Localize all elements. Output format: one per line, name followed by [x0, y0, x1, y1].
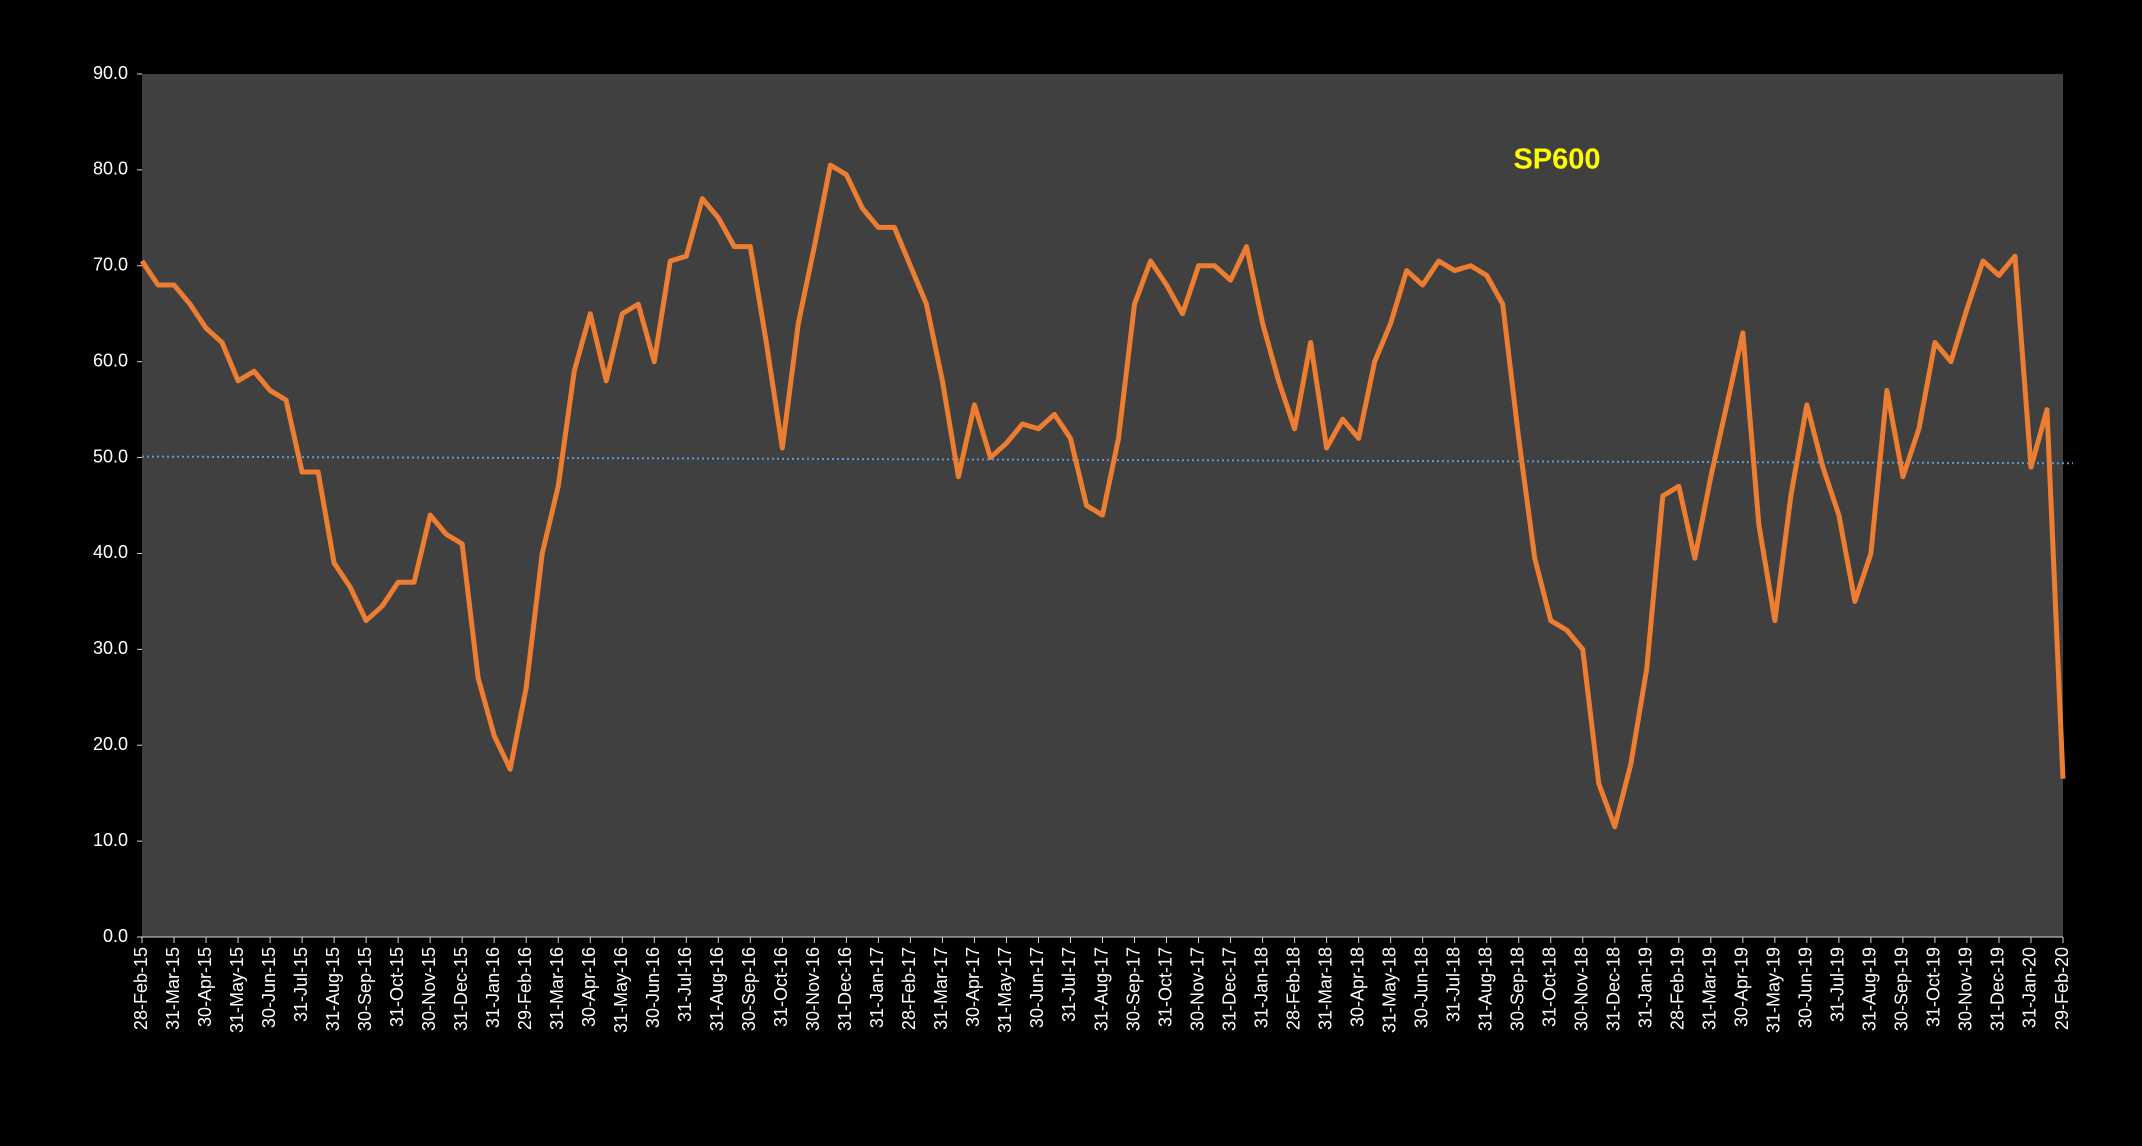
- x-tick-label: 30-Nov-19: [1956, 947, 1976, 1031]
- x-tick-label: 31-Oct-18: [1539, 947, 1559, 1027]
- x-tick-label: 31-Jul-18: [1443, 947, 1463, 1022]
- x-tick-label: 31-Jan-16: [483, 947, 503, 1028]
- x-tick-label: 30-Nov-17: [1187, 947, 1207, 1031]
- x-tick-label: 30-Sep-16: [739, 947, 759, 1031]
- x-tick-label: 30-Apr-18: [1347, 947, 1367, 1027]
- x-tick-label: 31-Mar-16: [547, 947, 567, 1030]
- x-tick-label: 31-May-16: [611, 947, 631, 1033]
- x-tick-label: 31-Jul-15: [291, 947, 311, 1022]
- x-tick-label: 30-Apr-16: [579, 947, 599, 1027]
- data-line: [139, 162, 2066, 830]
- x-tick-label: 31-May-18: [1379, 947, 1399, 1033]
- x-tick-label: 31-May-15: [227, 947, 247, 1033]
- y-tick-label: 30.0: [93, 638, 128, 658]
- x-tick-label: 28-Feb-19: [1668, 947, 1688, 1030]
- x-tick-label: 31-Dec-15: [451, 947, 471, 1031]
- x-tick-label: 31-Dec-17: [1219, 947, 1239, 1031]
- x-tick-label: 30-Jun-16: [643, 947, 663, 1028]
- x-tick-label: 31-Aug-16: [707, 947, 727, 1031]
- x-tick-label: 31-Mar-18: [1315, 947, 1335, 1030]
- x-tick-label: 31-Mar-15: [163, 947, 183, 1030]
- x-tick-label: 31-Aug-19: [1860, 947, 1880, 1031]
- x-tick-label: 31-Aug-18: [1475, 947, 1495, 1031]
- x-tick-label: 31-May-19: [1764, 947, 1784, 1033]
- x-tick-label: 31-Jul-16: [675, 947, 695, 1022]
- x-tick-label: 30-Sep-19: [1892, 947, 1912, 1031]
- x-tick-label: 30-Nov-15: [419, 947, 439, 1031]
- x-tick-label: 31-Mar-17: [931, 947, 951, 1030]
- x-tick-label: 30-Apr-19: [1732, 947, 1752, 1027]
- x-tick-label: 30-Jun-15: [259, 947, 279, 1028]
- y-tick-label: 60.0: [93, 350, 128, 370]
- x-tick-label: 30-Sep-18: [1507, 947, 1527, 1031]
- x-tick-label: 31-Dec-19: [1988, 947, 2008, 1031]
- x-tick-label: 31-May-17: [995, 947, 1015, 1033]
- x-tick-label: 31-Mar-19: [1700, 947, 1720, 1030]
- y-tick-label: 20.0: [93, 734, 128, 754]
- x-tick-label: 30-Apr-15: [195, 947, 215, 1027]
- x-tick-label: 30-Sep-17: [1123, 947, 1143, 1031]
- x-tick-label: 28-Feb-17: [899, 947, 919, 1030]
- x-tick-label: 31-Jan-18: [1251, 947, 1271, 1028]
- y-tick-label: 0.0: [103, 926, 128, 946]
- x-tick-label: 30-Sep-15: [355, 947, 375, 1031]
- y-tick-label: 70.0: [93, 255, 128, 275]
- y-tick-label: 80.0: [93, 159, 128, 179]
- x-tick-label: 31-Oct-17: [1155, 947, 1175, 1027]
- y-tick-label: 10.0: [93, 830, 128, 850]
- y-tick-label: 50.0: [93, 446, 128, 466]
- x-tick-label: 31-Dec-18: [1604, 947, 1624, 1031]
- x-tick-label: 31-Oct-16: [771, 947, 791, 1027]
- x-tick-label: 29-Feb-16: [515, 947, 535, 1030]
- x-tick-label: 30-Nov-18: [1572, 947, 1592, 1031]
- chart-title: SP600: [1513, 144, 1600, 176]
- y-tick-label: 40.0: [93, 542, 128, 562]
- x-tick-label: 31-Oct-19: [1924, 947, 1944, 1027]
- x-tick-label: 31-Jan-19: [1636, 947, 1656, 1028]
- x-tick-label: 30-Jun-19: [1796, 947, 1816, 1028]
- x-tick-label: 30-Jun-18: [1411, 947, 1431, 1028]
- x-tick-label: 31-Oct-15: [387, 947, 407, 1027]
- x-tick-label: 31-Aug-15: [323, 947, 343, 1031]
- x-tick-label: 31-Jan-17: [867, 947, 887, 1028]
- x-tick-label: 29-Feb-20: [2052, 947, 2072, 1030]
- trend-line: [141, 455, 2074, 465]
- x-tick-label: 30-Jun-17: [1027, 947, 1047, 1028]
- x-tick-label: 31-Jul-19: [1828, 947, 1848, 1022]
- x-tick-label: 28-Feb-15: [131, 947, 151, 1030]
- x-tick-label: 31-Jul-17: [1059, 947, 1079, 1022]
- x-tick-label: 28-Feb-18: [1283, 947, 1303, 1030]
- y-tick-label: 90.0: [93, 63, 128, 83]
- x-tick-label: 30-Nov-16: [803, 947, 823, 1031]
- x-tick-label: 31-Aug-17: [1091, 947, 1111, 1031]
- x-tick-label: 30-Apr-17: [963, 947, 983, 1027]
- x-tick-label: 31-Dec-16: [835, 947, 855, 1031]
- x-tick-label: 31-Jan-20: [2020, 947, 2040, 1028]
